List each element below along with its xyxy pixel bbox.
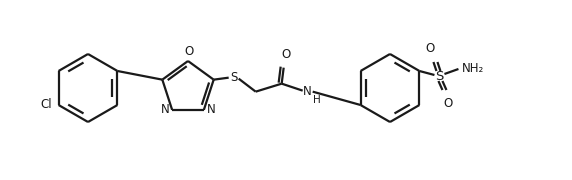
Text: O: O — [281, 48, 291, 61]
Text: Cl: Cl — [40, 98, 51, 111]
Text: O: O — [184, 45, 194, 58]
Text: N: N — [160, 103, 169, 116]
Text: O: O — [444, 97, 453, 110]
Text: S: S — [435, 69, 444, 82]
Text: N: N — [303, 85, 312, 98]
Text: H: H — [313, 95, 320, 105]
Text: N: N — [207, 103, 216, 116]
Text: NH₂: NH₂ — [462, 62, 484, 75]
Text: O: O — [426, 42, 435, 55]
Text: S: S — [230, 71, 237, 84]
